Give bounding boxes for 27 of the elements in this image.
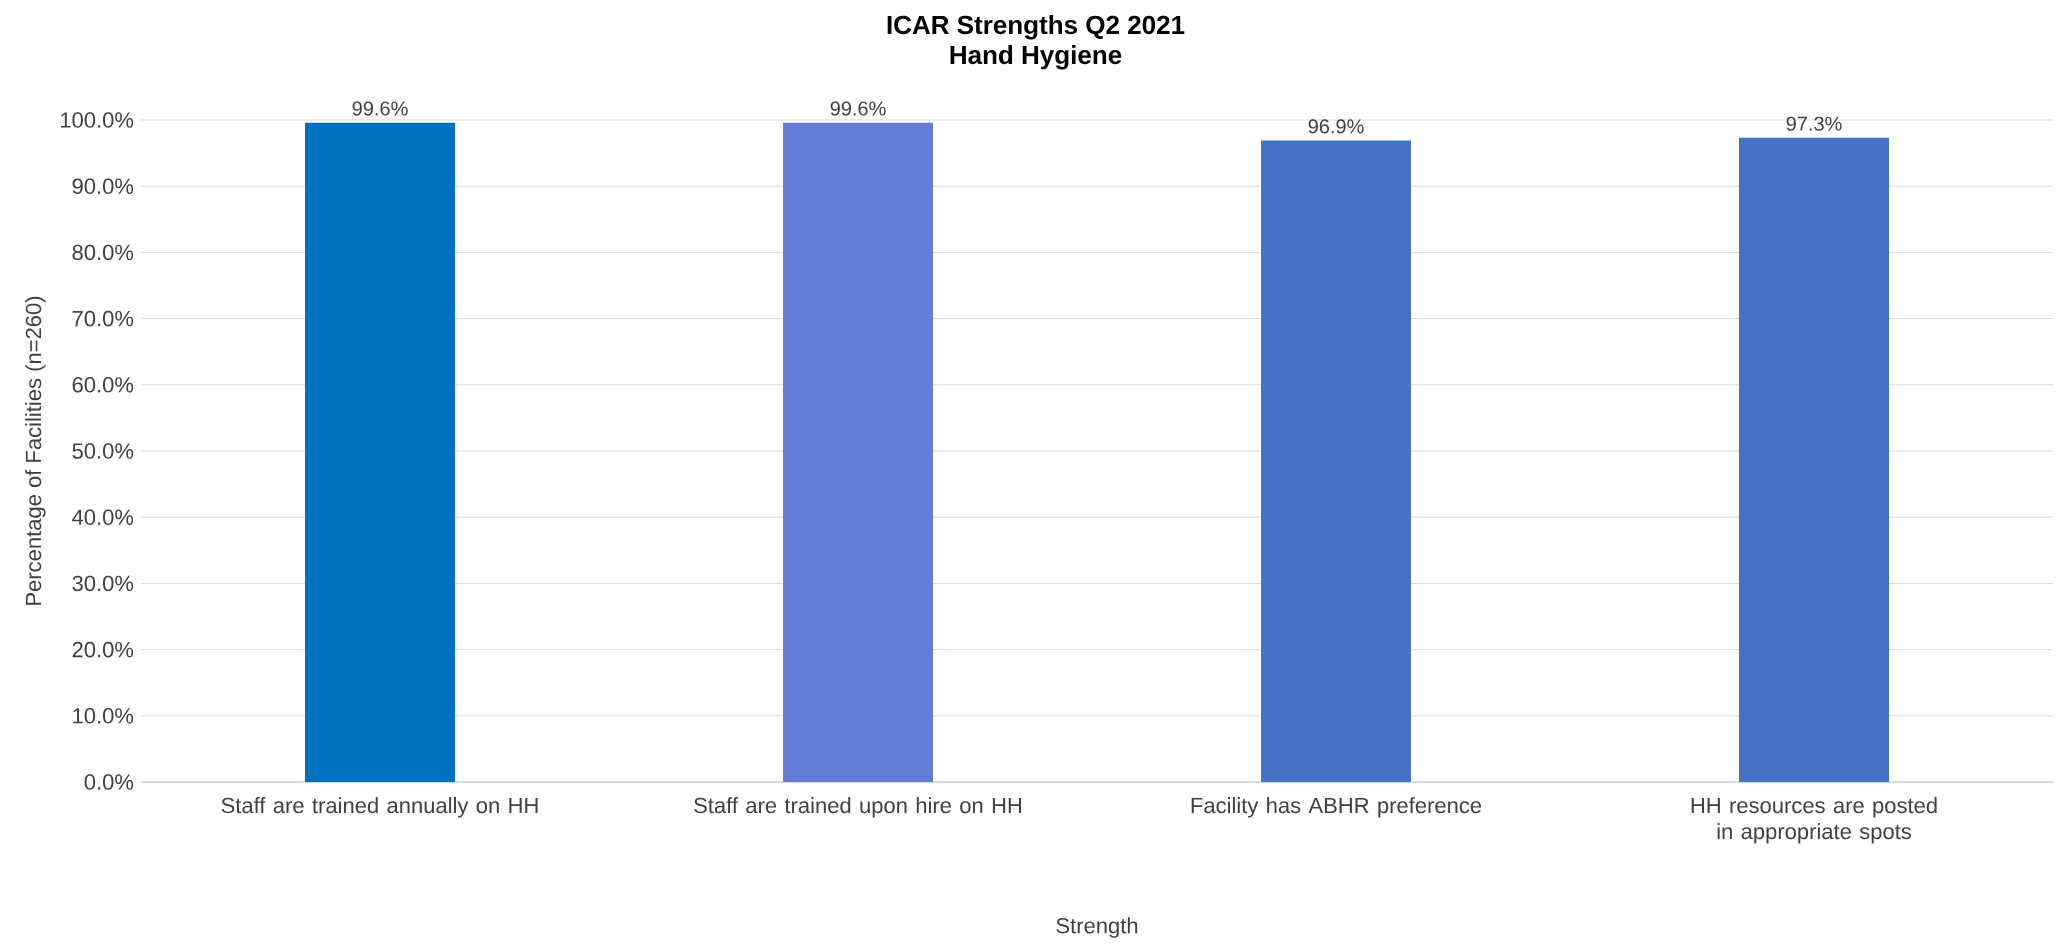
- data-label: 99.6%: [830, 101, 886, 116]
- x-tick-label: Staff are trained annually on HH: [221, 797, 538, 818]
- y-tick-label: 50.0%: [72, 443, 134, 459]
- bar: [1261, 140, 1412, 782]
- bar: [783, 122, 934, 782]
- x-tick-label: Staff are trained upon hire on HH: [694, 797, 1022, 818]
- y-tick-label: 0.0%: [84, 774, 134, 790]
- chart-subtitle: Hand Hygiene: [950, 45, 1122, 70]
- y-tick-label: 100.0%: [60, 112, 134, 128]
- y-tick-label: 40.0%: [72, 509, 134, 525]
- x-tick-label: Facility has ABHR preference: [1191, 797, 1482, 818]
- data-label: 99.6%: [352, 101, 408, 116]
- bar: [305, 122, 456, 782]
- y-tick-label: 20.0%: [72, 641, 134, 658]
- bar: [1739, 137, 1890, 782]
- chart-title: ICAR Strengths Q2 2021: [887, 15, 1185, 40]
- x-axis-title: Strength: [1056, 917, 1138, 938]
- y-tick-label: 80.0%: [72, 244, 134, 261]
- y-tick-label: 10.0%: [73, 708, 134, 724]
- data-label: 97.3%: [1786, 116, 1842, 131]
- y-tick-label: 30.0%: [72, 575, 134, 592]
- y-tick-label: 60.0%: [72, 377, 134, 393]
- y-tick-label: 90.0%: [72, 178, 134, 194]
- x-tick-label: HH resources are posted in appropriate spots: [1691, 797, 1937, 844]
- data-label: 96.9%: [1308, 119, 1364, 134]
- y-axis-title: Percentage of Facilities (n=260): [25, 296, 46, 605]
- y-tick-label: 70.0%: [72, 310, 134, 327]
